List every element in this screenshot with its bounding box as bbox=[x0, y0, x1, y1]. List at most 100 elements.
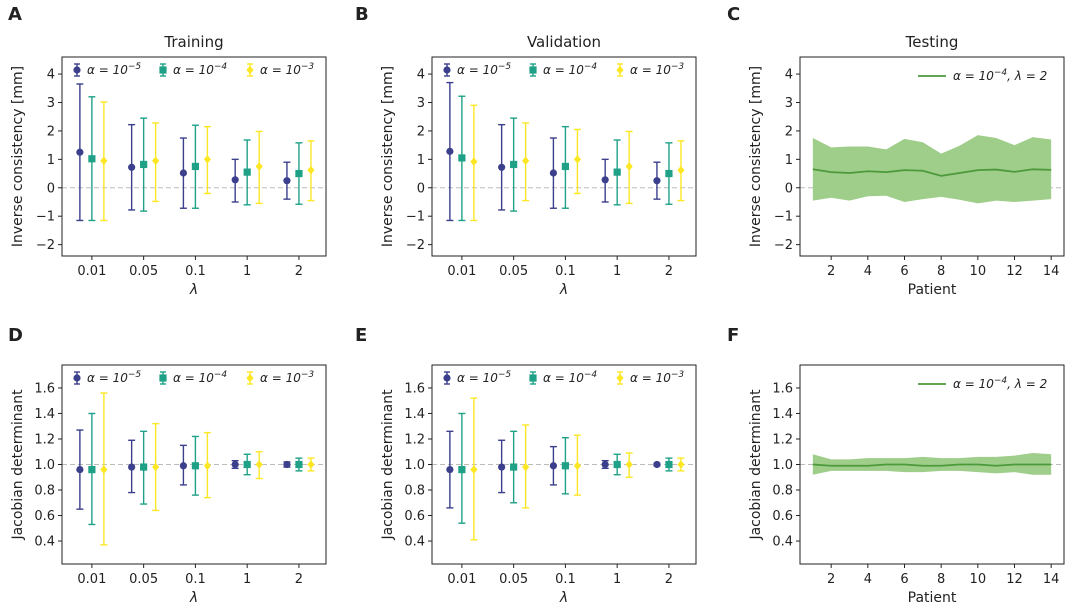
chart-title: Validation bbox=[527, 33, 601, 51]
x-axis-label: λ bbox=[189, 282, 198, 298]
data-point bbox=[152, 462, 160, 472]
series-2 bbox=[470, 397, 685, 541]
data-point bbox=[283, 177, 291, 185]
x-tick-label: 4 bbox=[864, 572, 872, 587]
x-tick-label: 2 bbox=[295, 572, 303, 587]
panel-a: A Training −2 −1 0 1 2 3 4 Inverse consistency [m… bbox=[8, 4, 327, 298]
legend-label: α = 10−3 bbox=[260, 62, 314, 77]
panel-e: E 0.4 0.6 0.8 1.0 1.2 1.4 1.6 Jacobian determina… bbox=[355, 325, 697, 606]
series-0 bbox=[446, 81, 661, 222]
y-tick-label: 1.2 bbox=[34, 432, 55, 447]
data-point bbox=[561, 162, 570, 171]
x-tick-label: 0.01 bbox=[77, 572, 106, 587]
series-2 bbox=[470, 104, 685, 222]
y-axis-label: Jacobian determinant bbox=[748, 389, 764, 541]
data-point bbox=[191, 462, 200, 470]
data-point bbox=[470, 157, 478, 166]
y-tick-label: 1.2 bbox=[772, 432, 793, 447]
x-tick-label: 1 bbox=[613, 264, 621, 279]
y-tick-label: 3 bbox=[47, 96, 55, 111]
plot-frame bbox=[61, 364, 327, 565]
data-point bbox=[498, 463, 506, 471]
y-tick-label: 0.6 bbox=[34, 509, 55, 524]
data-point bbox=[601, 176, 609, 184]
y-tick-label: 4 bbox=[47, 68, 55, 83]
data-point bbox=[653, 460, 661, 469]
data-point bbox=[283, 460, 291, 469]
data-point bbox=[522, 156, 530, 166]
series-2 bbox=[100, 101, 315, 222]
y-tick-label: 1.6 bbox=[34, 381, 55, 396]
legend-label: α = 10−3 bbox=[630, 370, 684, 385]
data-point bbox=[255, 460, 263, 469]
series-0 bbox=[446, 430, 661, 509]
data-point bbox=[88, 466, 96, 474]
chart-title: Training bbox=[163, 33, 223, 51]
legend-label: α = 10−4 bbox=[173, 370, 227, 385]
legend-marker bbox=[73, 66, 81, 74]
series-0 bbox=[76, 83, 291, 222]
y-tick-label: 1 bbox=[785, 153, 793, 168]
x-tick-label: 10 bbox=[970, 264, 987, 279]
x-tick-label: 8 bbox=[937, 264, 945, 279]
x-axis-label: Patient bbox=[908, 590, 957, 605]
panel-label: D bbox=[8, 325, 23, 346]
y-tick-label: 0.6 bbox=[772, 509, 793, 524]
data-point bbox=[243, 168, 251, 176]
data-point bbox=[307, 460, 315, 469]
x-tick-label: 0.1 bbox=[555, 572, 576, 587]
legend-label: α = 10−4 bbox=[543, 62, 597, 77]
data-point bbox=[510, 160, 518, 169]
series-2 bbox=[100, 392, 315, 546]
legend-marker bbox=[246, 65, 254, 75]
y-tick-label: 0.8 bbox=[34, 484, 55, 499]
panel-label: E bbox=[355, 325, 367, 346]
legend-marker bbox=[246, 373, 254, 383]
y-tick-label: 1 bbox=[47, 153, 55, 168]
x-tick-label: 4 bbox=[864, 264, 872, 279]
data-point bbox=[625, 460, 633, 469]
data-point bbox=[573, 155, 582, 164]
y-tick-label: 1.0 bbox=[404, 458, 425, 473]
data-point bbox=[446, 147, 454, 155]
y-tick-label: 4 bbox=[785, 68, 793, 83]
data-point bbox=[295, 460, 303, 469]
data-point bbox=[88, 155, 96, 163]
data-point bbox=[100, 465, 108, 474]
x-tick-label: 2 bbox=[665, 572, 673, 587]
x-tick-label: 0.1 bbox=[185, 264, 206, 279]
legend-label: α = 10−5 bbox=[87, 62, 141, 77]
data-point bbox=[665, 460, 673, 469]
x-tick-label: 0.01 bbox=[447, 264, 476, 279]
legend-marker bbox=[159, 66, 167, 74]
y-tick-label: 0.4 bbox=[34, 535, 55, 550]
x-tick-label: 0.05 bbox=[129, 572, 158, 587]
x-axis-label: λ bbox=[559, 282, 568, 298]
legend-marker bbox=[159, 374, 167, 382]
data-point bbox=[498, 163, 506, 171]
y-tick-label: 1.4 bbox=[772, 407, 793, 422]
y-tick-label: 0.6 bbox=[404, 509, 425, 524]
data-point bbox=[203, 155, 212, 164]
y-tick-label: 0 bbox=[47, 181, 55, 196]
y-tick-label: 4 bbox=[417, 68, 425, 83]
data-point bbox=[152, 156, 160, 166]
x-tick-label: 12 bbox=[1006, 264, 1023, 279]
data-point bbox=[561, 462, 570, 470]
y-tick-label: 3 bbox=[417, 96, 425, 111]
x-tick-label: 1 bbox=[243, 572, 251, 587]
plot-frame bbox=[799, 56, 1065, 257]
x-axis-label: Patient bbox=[908, 282, 957, 298]
data-point bbox=[203, 461, 212, 471]
data-point bbox=[653, 177, 661, 185]
panel-label: F bbox=[727, 325, 739, 346]
data-point bbox=[140, 463, 148, 471]
y-axis-label: Inverse consistency [mm] bbox=[380, 66, 396, 247]
y-tick-label: 1.0 bbox=[772, 458, 793, 473]
data-point bbox=[191, 162, 200, 171]
x-tick-label: 8 bbox=[937, 572, 945, 587]
series-0 bbox=[76, 429, 291, 510]
data-point bbox=[549, 462, 558, 470]
y-axis-label: Inverse consistency [mm] bbox=[748, 66, 764, 247]
